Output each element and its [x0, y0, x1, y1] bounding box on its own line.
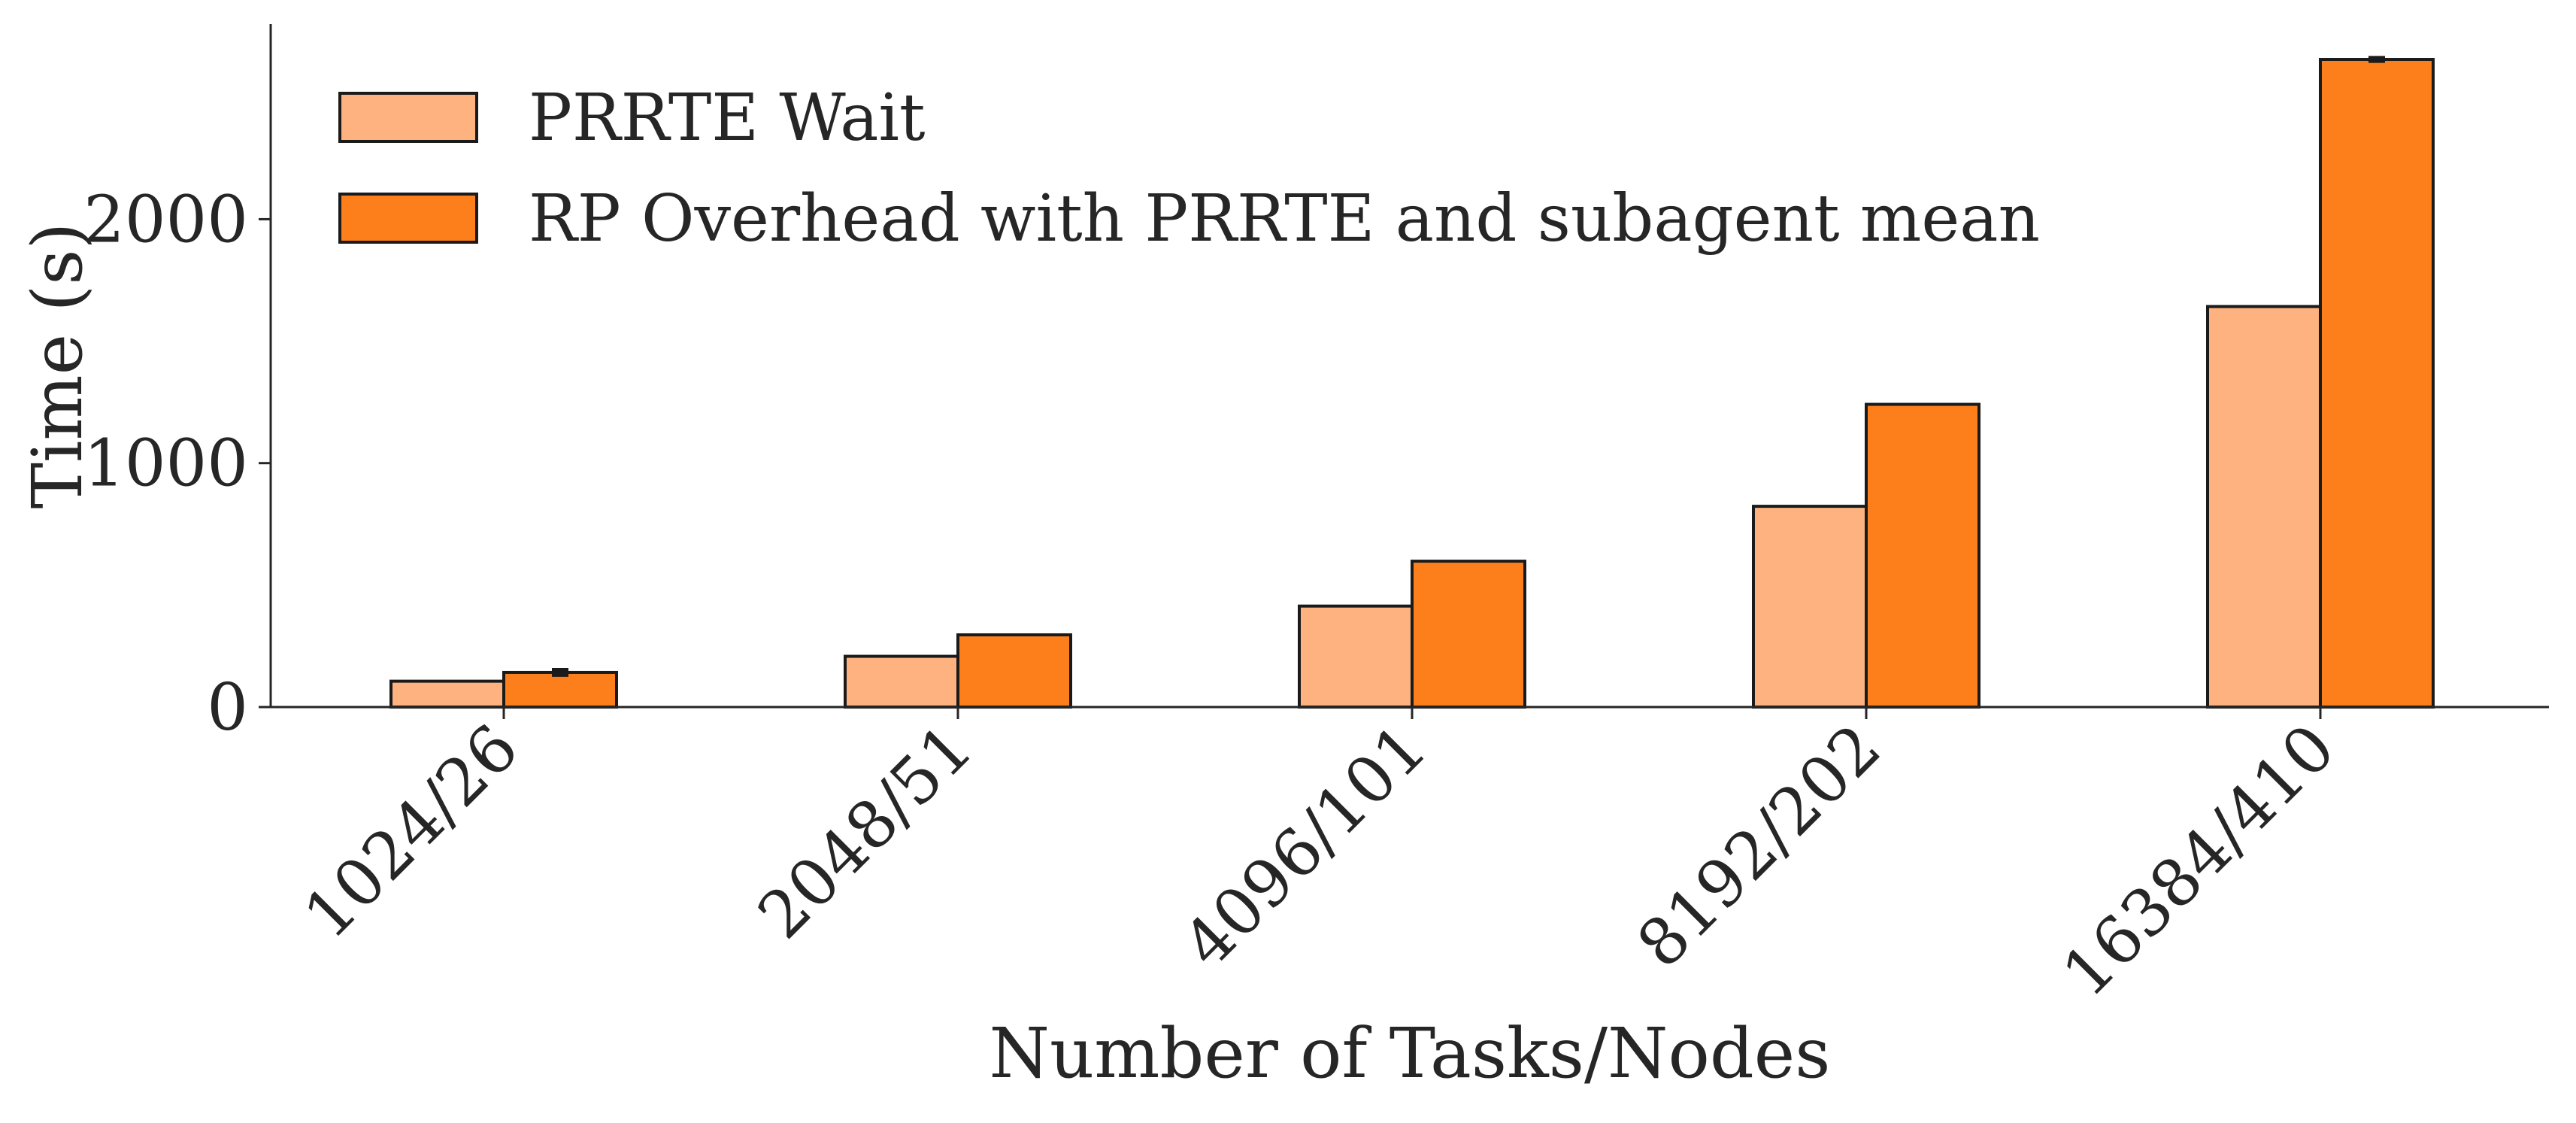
error-bar-series1-1024-26: [552, 668, 568, 677]
bar-series1-2048-51: [956, 633, 1072, 709]
y-axis-title: Time (s): [17, 223, 98, 509]
x-tick-label-4096-101: 4096/101: [1169, 710, 1441, 982]
bar-series1-1024-26: [502, 670, 618, 709]
bar-series0-16384-410: [2206, 305, 2322, 709]
bar-series1-8192-202: [1865, 402, 1980, 709]
x-axis-title: Number of Tasks/Nodes: [989, 1013, 1831, 1094]
bar-series1-4096-101: [1411, 560, 1526, 709]
y-tick-label-1000: 1000: [83, 426, 248, 502]
x-tick-label-8192-202: 8192/202: [1623, 710, 1896, 982]
bars-layer: [389, 56, 2435, 709]
legend: PRRTE Wait RP Overhead with PRRTE and su…: [338, 80, 2040, 256]
bar-series0-8192-202: [1752, 505, 1868, 709]
y-tick-label-2000: 2000: [83, 182, 248, 257]
legend-label-rp-overhead: RP Overhead with PRRTE and subagent mean: [529, 181, 2040, 256]
y-tick-label-0: 0: [207, 670, 248, 745]
x-tick-label-16384-410: 16384/410: [2048, 710, 2350, 1012]
error-bar-series1-16384-410: [2368, 56, 2385, 63]
ticks-layer: 1024/26 2048/51 4096/101 8192/202 16384/410 0…: [83, 182, 2350, 1011]
bar-series0-2048-51: [844, 654, 959, 709]
x-tick-label-1024-26: 1024/26: [290, 710, 533, 953]
legend-swatch-rp-overhead: [338, 193, 478, 244]
bar-series0-4096-101: [1298, 604, 1414, 709]
x-tick-label-2048-51: 2048/51: [744, 710, 987, 953]
legend-label-prrte-wait: PRRTE Wait: [529, 80, 926, 156]
legend-swatch-prrte-wait: [338, 92, 478, 143]
bar-series1-16384-410: [2319, 58, 2435, 709]
axes-layer: [269, 24, 2549, 709]
bar-series0-1024-26: [389, 679, 505, 709]
